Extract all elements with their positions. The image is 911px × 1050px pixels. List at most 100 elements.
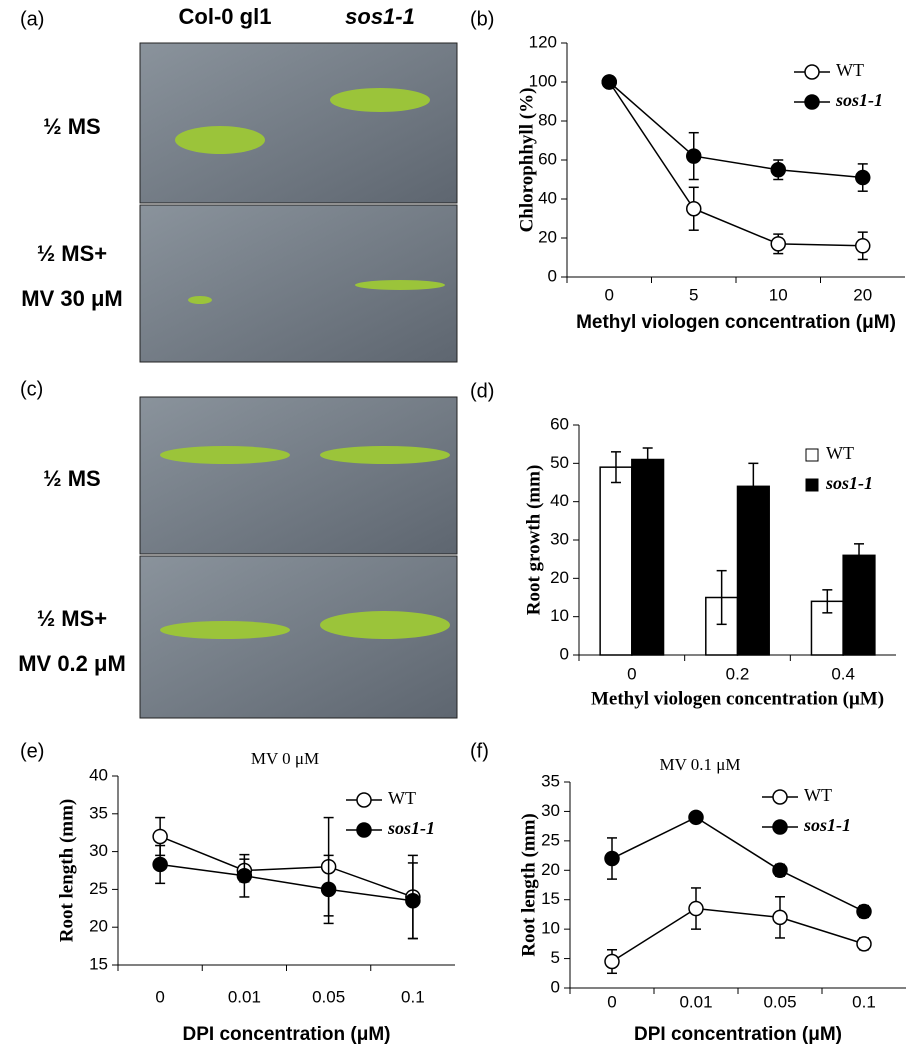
y-axis-label: Root growth (mm) [523, 465, 544, 616]
photo-plate [139, 42, 458, 204]
marker [686, 148, 702, 164]
y-tick-label: 40 [89, 765, 108, 784]
photo-plate [139, 396, 458, 555]
panel-label: (f) [470, 740, 489, 762]
marker [688, 809, 704, 826]
y-tick-label: 0 [560, 644, 569, 663]
marker [855, 238, 871, 254]
x-axis-label: Methyl viologen concentration (μM) [591, 688, 884, 709]
series-line [608, 81, 863, 247]
y-tick-label: 5 [551, 948, 560, 967]
y-tick-label: 35 [541, 771, 560, 790]
legend-label: sos1-1 [387, 818, 435, 838]
series-line [611, 907, 865, 963]
error-bar [716, 569, 727, 626]
y-tick-label: 60 [550, 414, 569, 433]
seedlings [160, 446, 450, 639]
bar [631, 458, 665, 656]
marker [601, 74, 617, 90]
x-tick-label: 0.4 [831, 664, 855, 683]
y-tick-label: 100 [529, 71, 557, 90]
y-axis-label: Root length (mm) [518, 813, 539, 957]
legend-label: sos1-1 [803, 815, 851, 835]
y-tick-label: 20 [550, 568, 569, 587]
series-line [611, 816, 865, 913]
y-tick-label: 30 [541, 801, 560, 820]
marker [856, 903, 872, 920]
y-tick-label: 20 [541, 860, 560, 879]
x-axis-label: DPI concentration (μM) [183, 1024, 391, 1045]
marker [152, 828, 168, 845]
marker [405, 892, 421, 909]
legend-label: sos1-1 [825, 473, 873, 493]
marker [320, 881, 337, 898]
marker [770, 236, 786, 252]
y-tick-label: 40 [550, 491, 569, 510]
legend-marker [356, 792, 372, 808]
x-tick-label: 0.01 [228, 987, 261, 1006]
column-label: sos1-1 [345, 4, 415, 29]
legend-label: WT [826, 443, 854, 463]
series-line [160, 863, 413, 902]
error-bar [822, 589, 833, 614]
column-label: Col-0 gl1 [179, 4, 272, 29]
x-axis-label: DPI concentration (μM) [634, 1024, 842, 1045]
legend-marker [772, 819, 788, 835]
y-tick-label: 35 [89, 803, 108, 822]
error-bar [642, 447, 653, 472]
marker [604, 850, 620, 867]
y-tick-label: 20 [538, 227, 557, 246]
marker [855, 169, 871, 186]
y-tick-label: 10 [541, 919, 560, 938]
y-tick-label: 10 [550, 606, 569, 625]
x-tick-label: 0.1 [852, 992, 876, 1011]
bar [842, 554, 876, 656]
marker [152, 856, 168, 873]
x-tick-label: 0 [607, 992, 616, 1011]
row-label: ½ MS+ [37, 241, 107, 266]
y-tick-label: 0 [548, 266, 557, 285]
row-label: ½ MS+ [37, 606, 107, 631]
y-tick-label: 120 [529, 32, 557, 51]
legend-marker [804, 94, 820, 110]
x-tick-label: 0.2 [726, 664, 750, 683]
x-tick-label: 20 [853, 285, 872, 304]
y-tick-label: 40 [538, 188, 557, 207]
row-label: MV 0.2 μM [18, 651, 126, 676]
bar [599, 466, 633, 656]
x-tick-label: 0.01 [679, 992, 712, 1011]
marker [856, 936, 872, 952]
chart-title: MV 0 μM [251, 749, 319, 768]
marker [236, 868, 253, 884]
y-tick-label: 50 [550, 453, 569, 472]
legend-label: WT [388, 788, 416, 808]
row-label: MV 30 μM [21, 286, 122, 311]
x-axis-label: Methyl viologen concentration (μM) [576, 312, 896, 333]
marker [604, 953, 620, 970]
y-tick-label: 30 [550, 529, 569, 548]
error-bar [854, 543, 865, 568]
legend-label: WT [836, 60, 864, 80]
y-axis-label: Root length (mm) [56, 799, 77, 943]
legend-marker [804, 64, 820, 80]
legend-label: sos1-1 [835, 90, 883, 110]
x-tick-label: 0 [155, 987, 164, 1006]
x-tick-label: 0.1 [401, 987, 425, 1006]
x-tick-label: 0 [627, 664, 636, 683]
legend-marker [772, 789, 788, 805]
panel-label: (a) [20, 8, 44, 30]
photo-a: (a) Col-0 gl1 sos1-1 ½ MS ½ MS+ MV 30 μM [20, 4, 458, 363]
chart-title: MV 0.1 μM [659, 755, 740, 774]
x-tick-label: 0.05 [763, 992, 796, 1011]
panel-label: (e) [20, 740, 44, 762]
y-tick-label: 20 [89, 917, 108, 936]
marker [688, 900, 704, 917]
x-tick-label: 10 [769, 285, 788, 304]
seedlings [175, 88, 445, 304]
bar [736, 485, 770, 656]
legend-marker [356, 822, 372, 838]
legend-swatch [805, 448, 819, 462]
legend-swatch [805, 478, 819, 492]
series-line [608, 81, 863, 179]
